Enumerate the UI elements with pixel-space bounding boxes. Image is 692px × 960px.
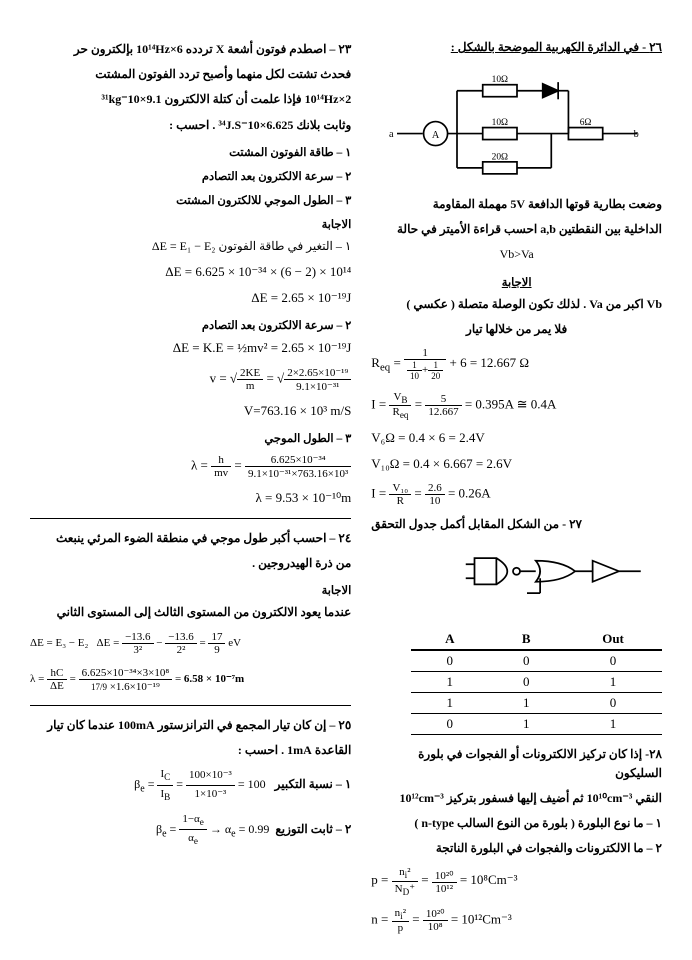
label: ١ – نسبة التكبير [275,777,352,791]
answer-label: الاجابة [30,583,351,597]
separator [30,705,351,706]
frac-den: 9.1×10⁻³¹×763.16×10³ [245,467,351,480]
th-b: B [488,629,564,650]
q23-text: فحدث تشتت لكل منهما وأصبح تردد الفوتون ا… [30,65,351,84]
eq-text: ١ – التغير في طاقة الفوتون ΔE = E₁ − E₂ [152,239,351,253]
q26-text: الداخلية بين النقطتين a,b احسب قراءة الأ… [371,220,662,239]
frac-num: h [211,454,231,467]
separator [30,518,351,519]
equation: V₁₀Ω = 0.4 × 6.667 = 2.6V [371,456,662,472]
answer-label: الاجابة [30,217,351,231]
q24-text: ٢٤ – احسب أكبر طول موجي في منطقة الضوء ا… [30,529,351,548]
equation: ΔE = 2.65 × 10⁻¹⁹J [30,290,351,306]
q23-line: ١ – التغير في طاقة الفوتون ΔE = E₁ − E₂ [30,237,351,256]
th-out: Out [564,629,662,650]
eq-part: λ = [191,457,211,472]
th-a: A [411,629,488,650]
cell: 1 [411,692,488,713]
q23-sub3b: ٣ – الطول الموجي [30,431,351,445]
frac-num: 6.625×10⁻³⁴ [245,453,351,467]
q28-sub2: ٢ – ما الالكترونات والفجوات في البلورة ا… [371,839,662,858]
frac-den: m [237,380,263,392]
cell: 1 [564,713,662,734]
equation: v = √2KEm = √2×2.65×10⁻¹⁹9.1×10⁻³¹ [30,366,351,393]
equation: V=763.16 × 10³ m/S [30,403,351,419]
q28-text: النقي 10¹⁰cm⁻³ ثم أضيف إليها فسفور بتركي… [371,789,662,808]
r-right: 6Ω [579,118,591,128]
truth-table: ABOut 000 101 110 011 [411,629,662,735]
equation: Req = 1110+120 + 6 = 12.667 Ω [371,347,662,381]
q25-text: ٢٥ – إن كان تيار المجمع في الترانزستور 1… [30,716,351,735]
q24-text: من ذرة الهيدروجين . [30,554,351,573]
q23-sub1: ١ – طاقة الفوتون المشتت [30,145,351,159]
right-column: ٢٣ – اصطدم فوتون أشعة X تردده 6×10¹⁴Hz ب… [30,40,351,940]
q27-title: ٢٧ - من الشكل المقابل أكمل جدول التحقق [371,515,662,534]
frac-num: 2KE [237,367,263,380]
equation: λ = hCΔE = 6.625×10⁻³⁴×3×10⁸17/9 ×1.6×10… [30,666,351,693]
equation: ΔE = K.E = ½mv² = 2.65 × 10⁻¹⁹J [30,340,351,356]
q24-text: عندما يعود الالكترون من المستوى الثالث إ… [30,603,351,622]
equation: I = V₁₀R = 2.610 = 0.26A [371,482,662,507]
q26-title: ٢٦ - في الدائرة الكهربية الموضحة بالشكل … [371,40,662,55]
q23-sub2: ٢ – سرعة الالكترون بعد التصادم [30,169,351,183]
equation: p = ni²ND⁺ = 10²⁰10¹² = 10⁸Cm⁻³ [371,866,662,896]
r-top: 10Ω [491,75,507,85]
q28-text: ٢٨- إذا كان تركيز الالكترونات أو الفجوات… [371,745,662,783]
q26-text: وضعت بطارية قوتها الدافعة 5V مهملة المقا… [371,195,662,214]
node-b: b [633,129,638,140]
cell: 1 [488,713,564,734]
left-column: ٢٦ - في الدائرة الكهربية الموضحة بالشكل … [371,40,662,940]
q28-sub1: ١ – ما نوع البلورة ( بلورة من النوع السا… [371,814,662,833]
equation: I = VBReq = 512.667 = 0.395A ≅ 0.4A [371,391,662,420]
equation: λ = 9.53 × 10⁻¹⁰m [30,490,351,506]
cell: 0 [488,671,564,692]
equation: λ = hmv = 6.625×10⁻³⁴9.1×10⁻³¹×763.16×10… [30,453,351,480]
circuit-diagram: A 10Ω 6Ω 10Ω [387,65,647,185]
q26-text: Vb اكبر من Va . لذلك تكون الوصلة متصلة (… [371,295,662,314]
label: ٢ – ثابت التوزيع [275,822,351,836]
q23-sub3: ٣ – الطول الموجي للالكترون المشتت [30,193,351,207]
equation: ΔE = E₃ − E₂ ΔE = −13.63² − −13.62² = 17… [30,631,351,656]
r-bot: 20Ω [491,152,507,162]
q23-text: ٢٣ – اصطدم فوتون أشعة X تردده 6×10¹⁴Hz ب… [30,40,351,59]
ammeter-label: A [432,130,440,141]
q25-line: ٢ – ثابت التوزيع βe = 1−αeαe → αe = 0.99 [30,811,351,850]
cell: 0 [564,650,662,672]
q25-line: ١ – نسبة التكبير βe = ICIB = 100×10⁻³1×1… [30,766,351,805]
q23-text: 2×10¹⁴Hz فإذا علمت أن كتلة الالكترون 9.1… [30,90,351,109]
eq-part: v = [210,370,230,385]
cell: 0 [564,692,662,713]
equation: V₆Ω = 0.4 × 6 = 2.4V [371,430,662,446]
equation: n = ni²p = 10²⁰10⁸ = 10¹²Cm⁻³ [371,907,662,934]
q26-text: فلا يمر من خلالها تيار [371,320,662,339]
answer-label: الاجابة [371,275,662,289]
cell: 1 [564,671,662,692]
r-mid: 10Ω [491,118,507,128]
logic-diagram [462,545,662,615]
cell: 0 [488,650,564,672]
cell: 1 [411,671,488,692]
cell: 1 [488,692,564,713]
node-a: a [389,129,394,140]
q23-text: وثابت بلانك 6.625×10⁻³⁴J.S . احسب : [30,116,351,135]
frac-num: 2×2.65×10⁻¹⁹ [284,366,351,380]
q25-text: القاعدة 1mA . احسب : [30,741,351,760]
cell: 0 [411,650,488,672]
frac-den: mv [211,467,231,479]
q23-sub2b: ٢ – سرعة الالكترون بعد التصادم [30,318,351,332]
cell: 0 [411,713,488,734]
condition: Vb>Va [371,245,662,264]
frac-den: 9.1×10⁻³¹ [284,380,351,393]
equation: ΔE = 6.625 × 10⁻³⁴ × (6 − 2) × 10¹⁴ [30,264,351,280]
